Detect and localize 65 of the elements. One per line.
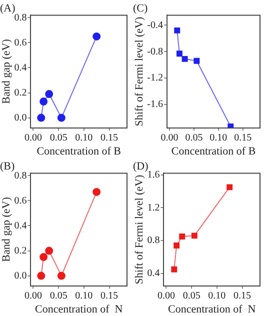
y-tick-label: 1.6: [147, 169, 160, 180]
point: [194, 58, 200, 64]
point: [57, 272, 66, 280]
y-tick-label: 0.0: [14, 270, 27, 282]
y-axis-title: Band gap (eV): [0, 38, 12, 104]
y-axis-title: Shift of Fermi level (eV): [133, 174, 146, 284]
y-tick-label: 0.0: [14, 112, 27, 124]
chart-title: (C): [133, 2, 148, 14]
x-tick-label: 0.15: [100, 132, 118, 144]
y-tick-label: 0.4: [147, 268, 160, 280]
point: [37, 114, 46, 122]
y-tick-label: 0.2: [14, 87, 27, 98]
point: [40, 98, 48, 106]
x-tick-label: 0.10: [208, 290, 226, 302]
y-tick-label: -1.2: [147, 72, 164, 84]
point: [182, 56, 188, 62]
x-axis-title: Concentration of B: [171, 145, 256, 158]
point: [92, 188, 101, 196]
x-tick-label: 0.05: [50, 132, 68, 144]
point: [171, 266, 178, 272]
y-tick-label: 0.8: [14, 12, 27, 24]
chart-title: (B): [0, 160, 15, 172]
point: [57, 114, 66, 122]
x-tick-label: 0.15: [234, 132, 252, 144]
y-tick-label: -1.6: [147, 99, 164, 110]
y-tick-label: -0.8: [147, 46, 164, 58]
point: [40, 253, 48, 262]
point: [45, 90, 54, 98]
x-tick-label: 0.00: [24, 290, 42, 302]
y-tick-label: 0.6: [14, 195, 27, 206]
point: [191, 232, 198, 239]
y-tick-label: 1.2: [147, 202, 160, 214]
x-tick-label: 0.10: [75, 290, 93, 302]
y-tick-label: 0.4: [14, 62, 27, 74]
x-tick-label: 0.00: [160, 132, 178, 144]
point: [179, 234, 186, 240]
y-tick-label: -0.4: [147, 20, 164, 31]
point: [45, 246, 54, 255]
x-tick-label: 0.10: [210, 132, 228, 144]
x-tick-label: 0.00: [157, 290, 175, 302]
x-tick-label: 0.15: [234, 290, 252, 302]
y-axis-title: Band gap (eV): [0, 196, 12, 262]
point: [176, 50, 182, 57]
chart-title: (A): [0, 2, 16, 14]
y-axis-title: Shift of Fermi level (eV): [133, 16, 146, 126]
x-tick-label: 0.10: [75, 132, 93, 144]
x-tick-label: 0.05: [50, 290, 68, 302]
point: [226, 184, 233, 190]
point: [174, 242, 180, 248]
x-axis-title: Concentration of B: [36, 145, 122, 158]
point: [174, 27, 180, 34]
y-tick-label: 0.2: [14, 245, 27, 256]
x-tick-label: 0.00: [24, 132, 42, 144]
x-tick-label: 0.05: [185, 132, 203, 144]
x-axis-title: Concentration of N: [168, 303, 256, 316]
y-tick-label: 0.4: [14, 220, 27, 232]
point: [37, 272, 46, 280]
point: [92, 32, 101, 40]
y-tick-label: 0.8: [147, 235, 160, 246]
x-tick-label: 0.05: [182, 290, 200, 302]
x-axis-title: Concentration of N: [35, 303, 123, 316]
x-tick-label: 0.15: [100, 290, 118, 302]
chart-title: (D): [133, 160, 149, 172]
y-tick-label: 0.8: [14, 170, 27, 182]
y-tick-label: 0.6: [14, 37, 27, 48]
